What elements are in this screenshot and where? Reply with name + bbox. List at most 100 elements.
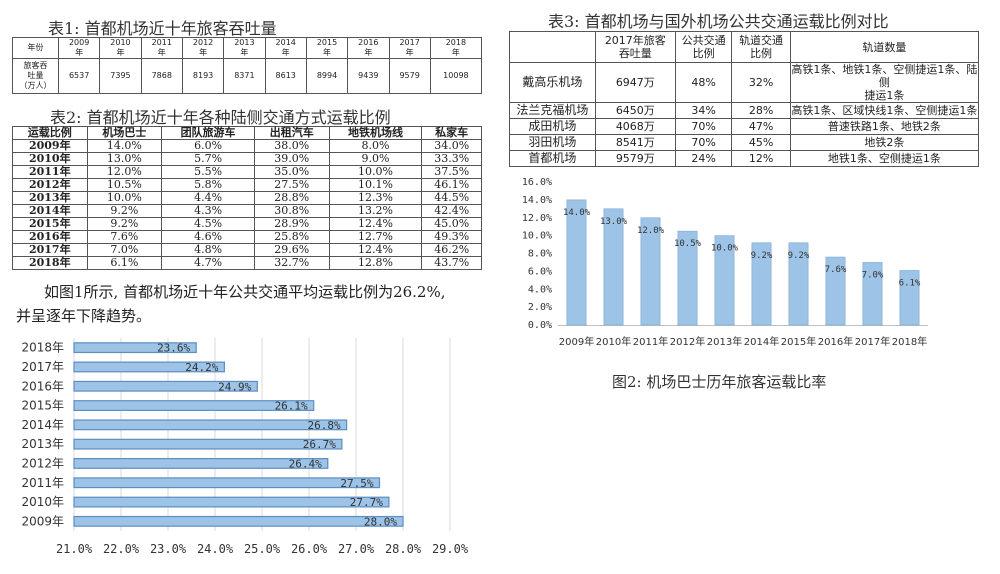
table2-year-cell: 2018年 (12, 256, 88, 270)
table1-year-cell: 2014 年 (264, 37, 307, 59)
bar (73, 380, 258, 392)
bar (825, 256, 846, 326)
x-tick-label: 2018年 (892, 335, 927, 348)
table2-value-cell: 43.7% (421, 256, 482, 270)
x-tick-label: 2012年 (670, 335, 705, 348)
table1-value-cell: 9579 (388, 58, 431, 94)
bar (73, 419, 348, 431)
data-label: 26.1% (275, 400, 308, 413)
table3-airport-cell: 羽田机场 (509, 134, 596, 151)
table2-value-cell: 4.5% (161, 217, 255, 231)
x-tick-label: 27.0% (338, 542, 375, 556)
y-tick-label: 4.0% (528, 284, 552, 295)
data-label: 13.0% (600, 217, 628, 227)
table2-header-cell: 团队旅游车 (161, 126, 255, 140)
table2-value-cell: 33.3% (421, 152, 482, 166)
y-tick-label: 14.0% (522, 195, 552, 206)
table2-value-cell: 10.0% (86, 191, 163, 205)
table-row: 2011年 12.0% 5.5% 35.0% 10.0% 37.5% (12, 165, 482, 179)
table3-value-cell: 70% (674, 118, 733, 135)
table3-header-cell: 轨道数量 (789, 31, 980, 63)
table1-value-cell: 8193 (181, 58, 225, 94)
table3-value-cell: 12% (731, 150, 791, 167)
data-label: 12.0% (637, 226, 665, 236)
y-tick-label: 16.0% (522, 177, 552, 188)
table3-value-cell: 地铁2条 (789, 134, 980, 151)
public-transport-share-bar-chart: 21.0% 22.0% 23.0% 24.0% 25.0% 26.0% 27.0% 28.0%… (21, 338, 469, 556)
y-tick-label: 10.0% (522, 231, 552, 242)
table2-header-cell: 私家车 (421, 126, 482, 140)
table1-value-cell: 8613 (264, 58, 307, 94)
table2-header-cell: 运载比例 (12, 126, 88, 140)
table3-value-cell: 地铁1条、空侧捷运1条 (789, 150, 980, 167)
table3-caption: 表3: 首都机场与国外机场公共交通运载比例对比 (548, 12, 889, 31)
bar (751, 242, 772, 326)
table1-row-label: 年份 (12, 37, 59, 59)
x-tick-label: 21.0% (56, 542, 93, 556)
data-label: 7.6% (825, 265, 847, 275)
y-tick-label: 2010年 (21, 495, 64, 509)
table2-header-cell: 机场巴士 (86, 126, 163, 140)
table2-year-cell: 2017年 (12, 243, 88, 257)
x-tick-label: 28.0% (385, 542, 422, 556)
table2-value-cell: 30.8% (253, 204, 330, 218)
table1-year-cell: 2010 年 (99, 37, 142, 59)
table3-value-cell: 28% (731, 102, 791, 119)
table2-value-cell: 4.7% (161, 256, 255, 270)
airport-comparison-table: 2017年旅客 吞吐量 公共交通 比例 轨道交通 比例 轨道数量 戴高乐机场 6947万 48% 3… (509, 31, 980, 167)
table2-value-cell: 32.7% (253, 256, 330, 270)
table2-caption: 表2: 首都机场近十年各种陆侧交通方式运载比例 (50, 108, 391, 127)
y-tick-label: 12.0% (522, 213, 552, 224)
data-label: 9.2% (788, 251, 810, 261)
table1-year-cell: 2013 年 (223, 37, 266, 59)
table1-value-cell: 7395 (99, 58, 142, 94)
table2-value-cell: 4.4% (161, 191, 255, 205)
data-label: 28.0% (364, 515, 397, 528)
y-tick-label: 2.0% (528, 302, 552, 313)
y-tick-label: 2017年 (21, 360, 64, 374)
table3-value-cell: 70% (674, 134, 733, 151)
table3-value-cell: 24% (674, 150, 733, 167)
table2-value-cell: 5.5% (161, 165, 255, 179)
y-tick-label: 6.0% (528, 266, 552, 277)
table2-header-cell: 出租汽车 (253, 126, 330, 140)
x-tick-label: 25.0% (244, 542, 281, 556)
x-tick-label: 24.0% (197, 542, 234, 556)
table2-value-cell: 6.0% (161, 139, 255, 153)
table-row: 羽田机场 8541万 70% 45% 地铁2条 (509, 134, 980, 151)
bar (862, 262, 883, 326)
y-tick-label: 2018年 (21, 341, 64, 355)
data-label: 14.0% (563, 208, 591, 218)
table3-value-cell: 6947万 (594, 62, 676, 103)
table2-year-cell: 2009年 (12, 139, 88, 153)
table2-value-cell: 42.4% (421, 204, 482, 218)
ground-transport-share-table: 运载比例 机场巴士 团队旅游车 出租汽车 地铁机场线 私家车 2009年 14.0% 6.0% 3… (12, 126, 482, 270)
table3-value-cell: 32% (731, 62, 791, 103)
summary-line-2: 并呈逐年下降趋势。 (16, 307, 152, 325)
table1-year-cell: 2018 年 (429, 37, 483, 59)
data-label: 24.9% (218, 380, 251, 393)
table-row: 2015年 9.2% 4.5% 28.9% 12.4% 45.0% (12, 217, 482, 231)
table2-value-cell: 27.5% (253, 178, 330, 192)
table2-value-cell: 4.8% (161, 243, 255, 257)
table1-year-cell: 2016 年 (347, 37, 390, 59)
table1-value-cell: 7868 (140, 58, 183, 94)
table1-row-label: 旅客吞 吐量 （万人） (12, 58, 59, 94)
table3-airport-cell: 首都机场 (509, 150, 596, 167)
table1-value-cell: 6537 (57, 58, 101, 94)
table-row: 2012年 10.5% 5.8% 27.5% 10.1% 46.1% (12, 178, 482, 192)
table-row: 2013年 10.0% 4.4% 28.8% 12.3% 44.5% (12, 191, 482, 205)
table2-value-cell: 5.8% (161, 178, 255, 192)
table3-value-cell: 45% (731, 134, 791, 151)
data-label: 26.7% (303, 438, 336, 451)
y-tick-label: 2009年 (21, 514, 64, 528)
bar (566, 199, 587, 326)
table2-value-cell: 28.8% (253, 191, 330, 205)
table2-value-cell: 38.0% (253, 139, 330, 153)
data-label: 27.7% (350, 496, 383, 509)
table2-year-cell: 2010年 (12, 152, 88, 166)
table-row: 戴高乐机场 6947万 48% 32% 高铁1条、地铁1条、空侧捷运1条、陆侧 捷运1条 (509, 62, 980, 103)
table2-value-cell: 12.0% (86, 165, 163, 179)
data-label: 26.8% (307, 419, 340, 432)
table1-value-cell: 9439 (347, 58, 390, 94)
